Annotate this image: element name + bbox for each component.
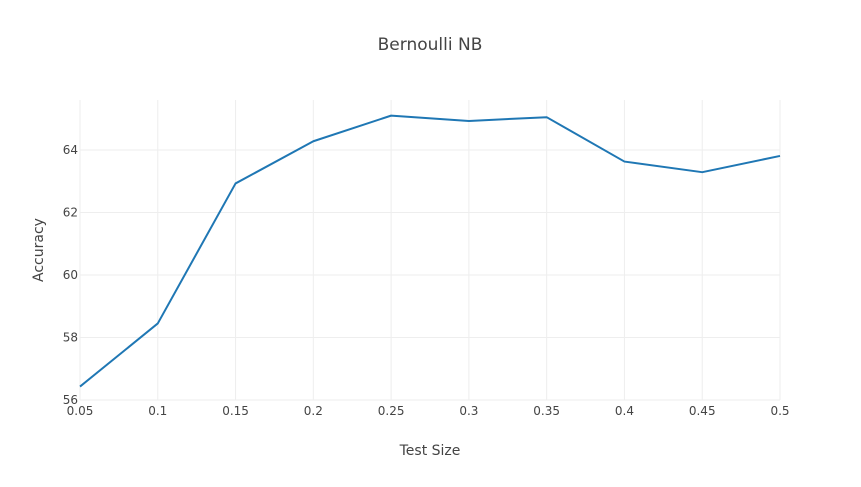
y-tick-label: 62: [63, 206, 78, 220]
x-tick-label: 0.1: [148, 404, 167, 418]
chart-title: Bernoulli NB: [378, 35, 483, 55]
y-tick-label: 58: [63, 331, 78, 345]
x-tick-label: 0.5: [770, 404, 789, 418]
x-tick-label: 0.3: [459, 404, 478, 418]
grid: [79, 100, 781, 401]
x-tick-label: 0.4: [615, 404, 634, 418]
x-tick-label: 0.25: [378, 404, 405, 418]
x-tick-label: 0.05: [67, 404, 94, 418]
series-layer: [79, 114, 781, 388]
x-axis-title: Test Size: [399, 443, 461, 459]
x-axis-ticks: 0.05 0.1 0.15 0.2 0.25 0.3 0.35 0.4 0.45 0.5: [67, 404, 790, 418]
series-line: [79, 114, 781, 388]
x-tick-label: 0.35: [533, 404, 560, 418]
y-tick-label: 60: [63, 268, 78, 282]
y-axis-title: Accuracy: [31, 218, 47, 282]
x-tick-label: 0.15: [222, 404, 249, 418]
y-tick-label: 64: [63, 143, 78, 157]
x-tick-label: 0.45: [689, 404, 716, 418]
y-axis-ticks: 56 58 60 62 64: [63, 143, 78, 407]
y-tick-label: 56: [63, 393, 78, 407]
x-tick-label: 0.2: [304, 404, 323, 418]
